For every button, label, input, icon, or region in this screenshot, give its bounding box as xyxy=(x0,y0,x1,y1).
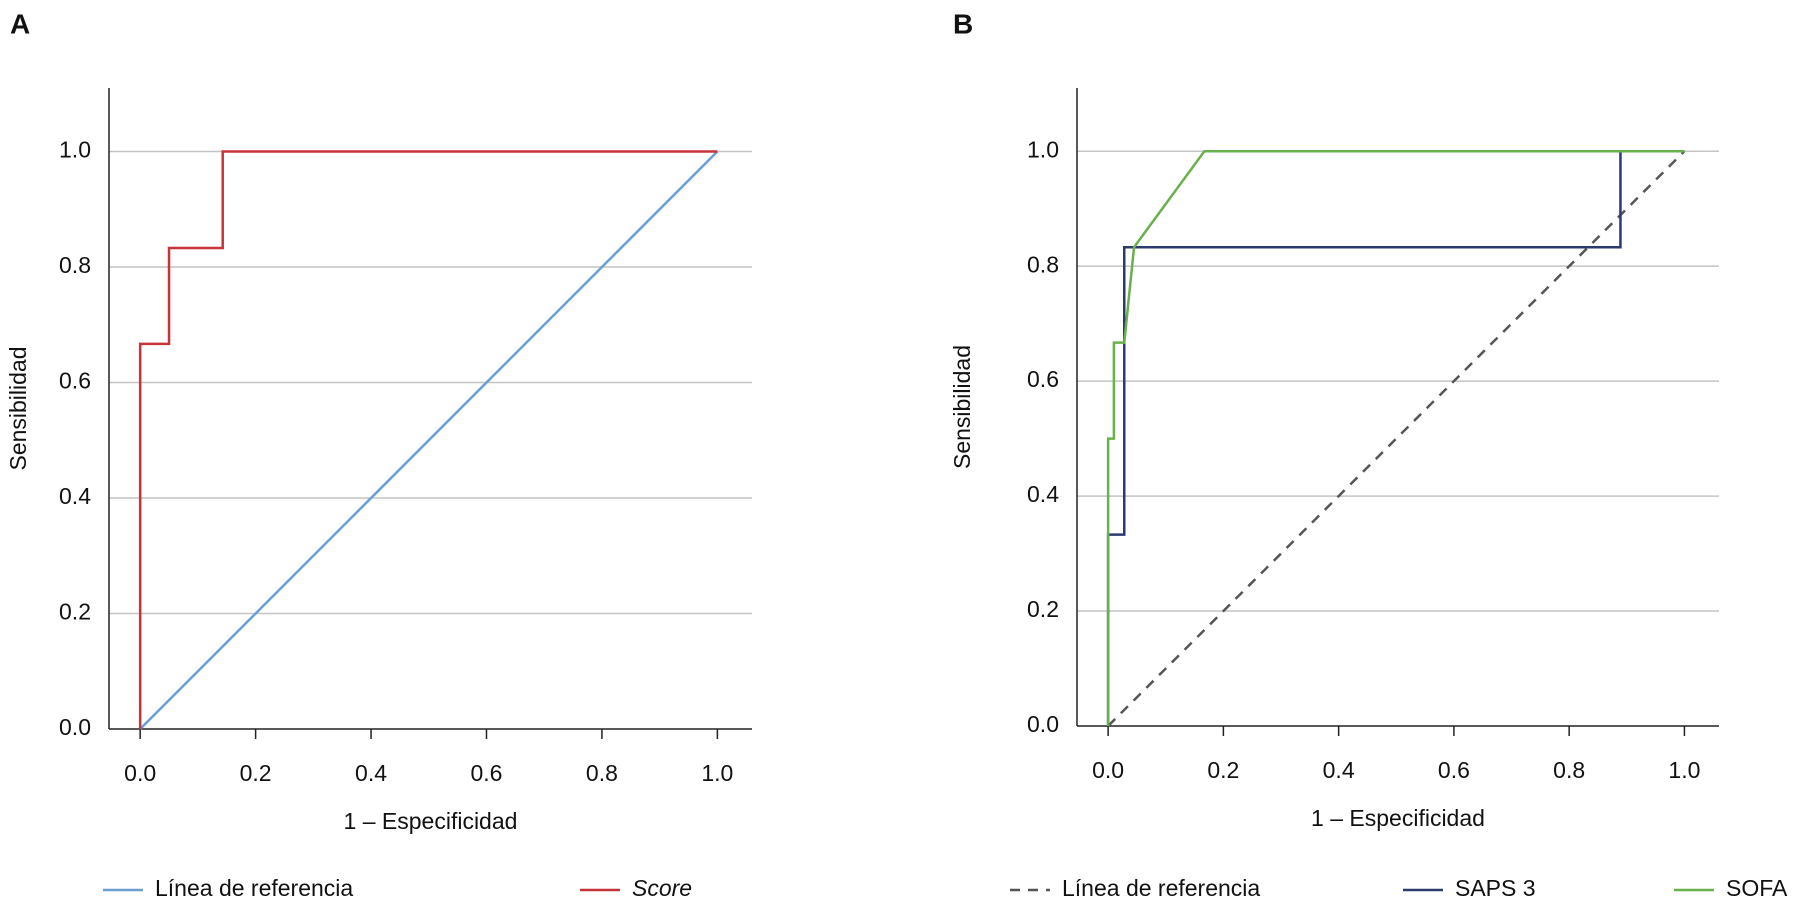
roc-line xyxy=(138,150,718,729)
x-tick-label: 0.4 xyxy=(1323,757,1355,783)
y-tick-label: 0.6 xyxy=(1027,366,1059,392)
y-tick-label: 0.8 xyxy=(1027,251,1059,277)
y-tick-label: 0.4 xyxy=(1027,481,1059,507)
x-tick-label: 0.8 xyxy=(1553,757,1585,783)
x-tick-label: 1.0 xyxy=(1668,757,1700,783)
x-tick-label: 0.6 xyxy=(470,760,502,786)
y-tick-label: 0.4 xyxy=(59,483,91,509)
x-tick-label: 0.2 xyxy=(240,760,272,786)
x-tick-label: 1.0 xyxy=(701,760,733,786)
panel-label: A xyxy=(10,8,30,39)
legend-label: SAPS 3 xyxy=(1455,875,1536,901)
y-axis-label: Sensibilidad xyxy=(5,346,31,470)
x-tick-label: 0.6 xyxy=(1438,757,1470,783)
x-axis-label: 1 – Especificidad xyxy=(344,808,518,834)
roc-line xyxy=(1107,150,1686,727)
x-tick-label: 0.2 xyxy=(1207,757,1239,783)
y-tick-label: 0.6 xyxy=(59,368,91,394)
legend-label: Score xyxy=(632,875,692,901)
x-tick-label: 0.4 xyxy=(355,760,387,786)
x-tick-label: 0.0 xyxy=(124,760,156,786)
x-axis-label: 1 – Especificidad xyxy=(1311,805,1485,831)
y-tick-label: 1.0 xyxy=(1027,136,1059,162)
roc-line xyxy=(1106,149,1685,726)
y-tick-label: 0.2 xyxy=(1027,596,1059,622)
x-tick-label: 0.0 xyxy=(1092,757,1124,783)
legend-label: Línea de referencia xyxy=(1062,875,1260,901)
y-tick-label: 0.8 xyxy=(59,252,91,278)
roc-line xyxy=(139,150,719,730)
y-tick-label: 0.0 xyxy=(59,714,91,740)
legend-label: Línea de referencia xyxy=(155,875,353,901)
y-tick-label: 1.0 xyxy=(59,137,91,163)
y-tick-label: 0.2 xyxy=(59,599,91,625)
legend-label: SOFA xyxy=(1726,875,1788,901)
x-tick-label: 0.8 xyxy=(586,760,618,786)
y-axis-label: Sensibilidad xyxy=(949,345,975,469)
panel-label: B xyxy=(953,8,973,39)
y-tick-label: 0.0 xyxy=(1027,711,1059,737)
